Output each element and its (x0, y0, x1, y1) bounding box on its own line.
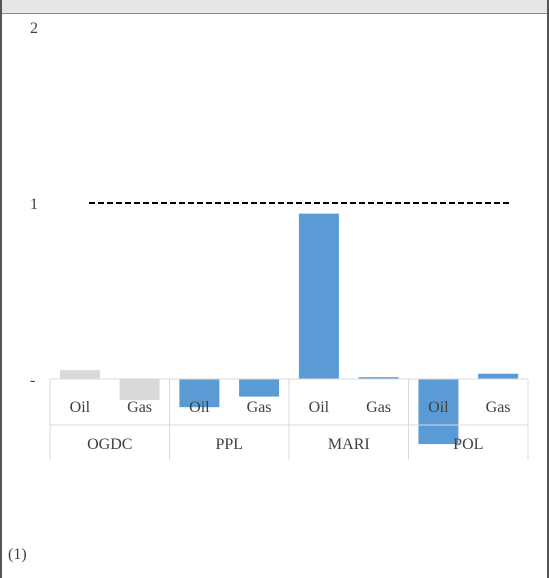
top-strip (0, 0, 549, 14)
group-label: POL (453, 436, 483, 453)
category-label: Gas (486, 399, 511, 416)
group-label: PPL (216, 436, 244, 453)
bar (179, 379, 220, 408)
y-tick-label: 2 (30, 20, 38, 37)
category-label: Gas (366, 399, 391, 416)
group-label: MARI (328, 436, 370, 453)
x-axis-labels: Oil Gas Oil Gas Oil Gas Oil Gas OGDC PPL MARI POL (49, 379, 529, 460)
category-label: Oil (70, 399, 91, 416)
category-label: Oil (189, 399, 210, 416)
bars (59, 213, 519, 445)
bar (119, 379, 160, 401)
y-axis-ticks: 2 1 - (30, 20, 38, 389)
category-label: Oil (309, 399, 330, 416)
right-border (547, 0, 549, 578)
bottom-left-label: (1) (8, 546, 27, 563)
bar (478, 373, 519, 379)
y-tick-label: - (30, 372, 35, 389)
category-label: Gas (127, 399, 152, 416)
bar (358, 377, 399, 379)
left-border (0, 0, 2, 578)
y-tick-label: 1 (30, 196, 38, 213)
bar (418, 379, 459, 445)
group-label: OGDC (87, 436, 132, 453)
bar (59, 370, 100, 379)
category-label: Oil (428, 399, 449, 416)
bar (239, 379, 280, 397)
bar (298, 213, 339, 379)
category-label: Gas (247, 399, 272, 416)
